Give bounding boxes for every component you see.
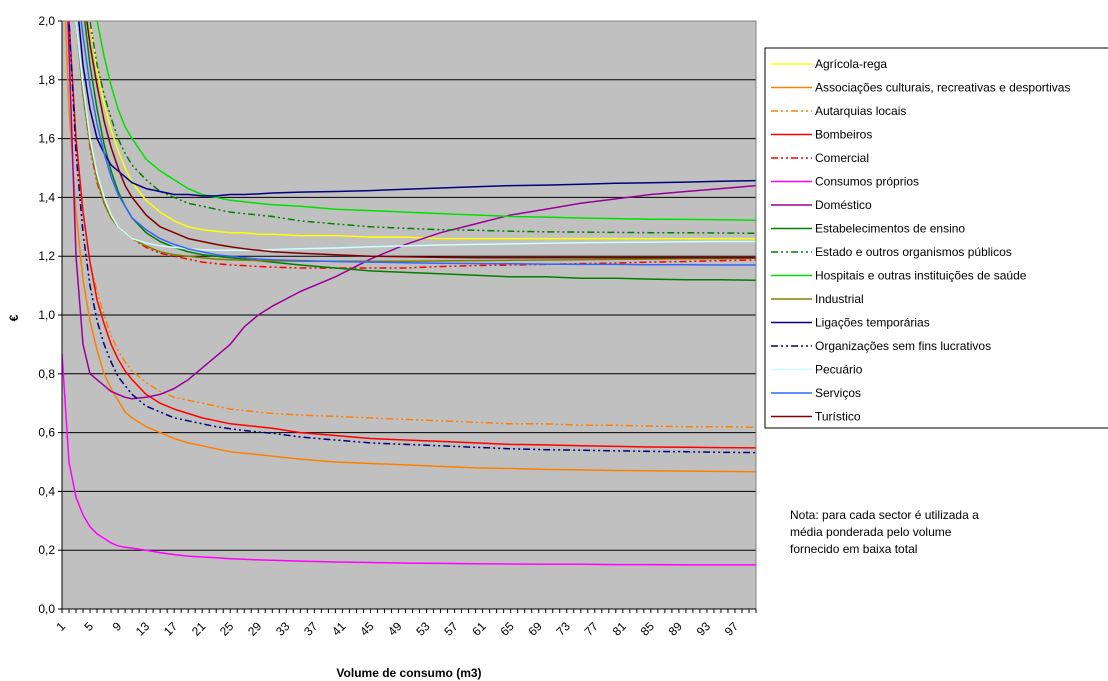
y-axis-title: € xyxy=(7,314,21,321)
series-line xyxy=(68,21,756,454)
series-line xyxy=(89,21,756,240)
series-line xyxy=(75,21,756,269)
legend-entry: Agrícola-rega xyxy=(815,57,887,71)
y-tick-label: 0,0 xyxy=(38,602,55,616)
x-tick-label: 9 xyxy=(110,619,125,634)
x-tick-label: 29 xyxy=(245,619,265,639)
legend-entry: Organizações sem fins lucrativos xyxy=(815,339,991,353)
series-line xyxy=(62,353,756,566)
y-tick-label: 0,6 xyxy=(38,426,55,440)
y-tick-label: 0,2 xyxy=(38,543,55,557)
legend-entry: Bombeiros xyxy=(815,128,872,142)
series-line xyxy=(89,21,756,235)
x-tick-label: 61 xyxy=(469,619,489,639)
y-tick-label: 1,2 xyxy=(38,249,55,263)
series-lines xyxy=(62,21,756,566)
series-line xyxy=(96,21,756,222)
x-axis-title: Volume de consumo (m3) xyxy=(336,666,481,680)
series-line xyxy=(78,21,756,197)
y-tick-label: 2,0 xyxy=(38,14,55,28)
series-line xyxy=(68,21,756,429)
x-tick-label: 13 xyxy=(133,619,153,639)
x-tick-label: 97 xyxy=(722,619,742,639)
legend-entry: Pecuário xyxy=(815,363,863,377)
y-tick-label: 1,6 xyxy=(38,132,55,146)
series-line xyxy=(75,21,756,252)
note-line: Nota: para cada sector é utilizada a xyxy=(790,508,979,522)
note-line: fornecido em baixa total xyxy=(790,542,917,556)
legend-box xyxy=(764,47,1108,429)
legend-entry: Estado e outros organismos públicos xyxy=(815,245,1012,259)
series-line xyxy=(67,21,756,400)
y-tick-label: 1,4 xyxy=(38,190,55,204)
legend-entry: Turístico xyxy=(815,410,861,424)
note: Nota: para cada sector é utilizada a médi… xyxy=(790,508,979,556)
y-tick-label: 0,8 xyxy=(38,367,55,381)
x-tick-label: 57 xyxy=(441,619,461,639)
x-tick-label: 41 xyxy=(329,619,349,639)
x-tick-label: 33 xyxy=(273,619,293,639)
x-tick-label: 85 xyxy=(638,619,658,639)
x-tick-label: 69 xyxy=(525,619,545,639)
x-tick-label: 65 xyxy=(497,619,517,639)
x-tick-label: 5 xyxy=(82,619,97,634)
x-tick-label: 89 xyxy=(666,619,686,639)
legend-entry: Consumos próprios xyxy=(815,175,919,189)
legend-entry: Comercial xyxy=(815,151,869,165)
x-tick-label: 37 xyxy=(301,619,321,639)
series-line xyxy=(75,21,756,262)
x-tick-label: 49 xyxy=(385,619,405,639)
x-tick-label: 21 xyxy=(189,619,209,639)
series-line xyxy=(80,21,756,266)
legend-entry: Doméstico xyxy=(815,198,872,212)
x-tick-label: 25 xyxy=(217,619,237,639)
x-tick-label: 17 xyxy=(161,619,181,639)
legend-entry: Hospitais e outras instituições de saúde xyxy=(815,269,1027,283)
x-tick-label: 1 xyxy=(53,619,68,634)
x-tick-label: 93 xyxy=(694,619,714,639)
series-line xyxy=(83,21,756,282)
x-tick-label: 77 xyxy=(582,619,602,639)
legend-entry: Estabelecimentos de ensino xyxy=(815,222,965,236)
series-line xyxy=(86,21,756,259)
y-tick-label: 1,8 xyxy=(38,73,55,87)
x-tick-label: 81 xyxy=(610,619,630,639)
x-tick-label: 73 xyxy=(554,619,574,639)
x-tick-label: 53 xyxy=(413,619,433,639)
x-tick-label: 45 xyxy=(357,619,377,639)
y-tick-label: 1,0 xyxy=(38,308,55,322)
legend-entry: Industrial xyxy=(815,292,864,306)
legend-entry: Associações culturais, recreativas e des… xyxy=(815,81,1070,95)
note-line: média ponderada pelo volume xyxy=(790,525,952,539)
legend-entry: Autarquias locais xyxy=(815,104,906,118)
series-line xyxy=(68,21,756,449)
legend-entry: Serviços xyxy=(815,386,861,400)
y-tick-label: 0,4 xyxy=(38,484,55,498)
series-line xyxy=(64,21,756,473)
legend-entry: Ligações temporárias xyxy=(815,316,930,330)
legend: Agrícola-rega Associações culturais, recr… xyxy=(764,47,1108,429)
